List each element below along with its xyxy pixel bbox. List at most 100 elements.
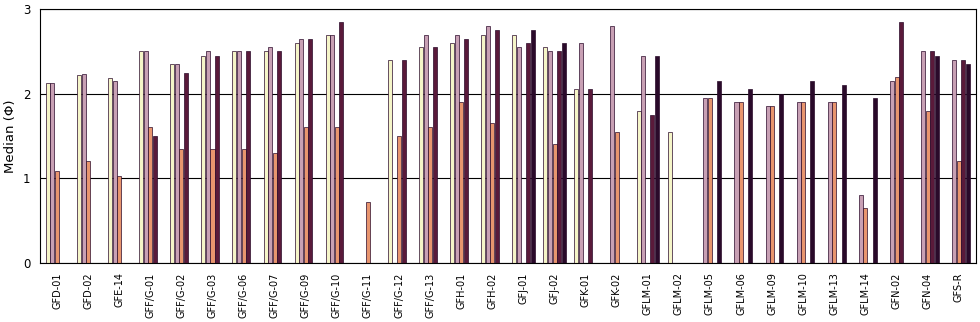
Bar	[325, 34, 329, 263]
Bar	[935, 56, 939, 263]
Bar	[708, 98, 712, 263]
Bar	[956, 161, 960, 263]
Bar	[232, 52, 236, 263]
Bar	[46, 83, 50, 263]
Bar	[423, 34, 427, 263]
Bar	[277, 52, 281, 263]
Bar	[335, 128, 339, 263]
Bar	[637, 110, 641, 263]
Bar	[614, 132, 618, 263]
Bar	[206, 52, 210, 263]
Bar	[81, 74, 85, 263]
Bar	[108, 79, 112, 263]
Bar	[667, 132, 671, 263]
Bar	[460, 102, 464, 263]
Bar	[139, 52, 143, 263]
Bar	[770, 106, 774, 263]
Bar	[717, 81, 721, 263]
Bar	[926, 110, 930, 263]
Bar	[179, 149, 183, 263]
Bar	[174, 64, 179, 263]
Bar	[863, 208, 867, 263]
Bar	[921, 52, 925, 263]
Bar	[553, 144, 557, 263]
Bar	[113, 81, 117, 263]
Bar	[611, 26, 614, 263]
Bar	[749, 90, 753, 263]
Bar	[419, 47, 423, 263]
Bar	[966, 64, 970, 263]
Bar	[828, 102, 832, 263]
Bar	[526, 43, 530, 263]
Bar	[272, 153, 276, 263]
Bar	[171, 64, 174, 263]
Bar	[530, 30, 535, 263]
Bar	[842, 85, 846, 263]
Bar	[543, 47, 548, 263]
Bar	[299, 39, 303, 263]
Bar	[930, 52, 934, 263]
Bar	[215, 56, 220, 263]
Bar	[144, 52, 148, 263]
Bar	[77, 75, 81, 263]
Bar	[295, 43, 299, 263]
Bar	[495, 30, 499, 263]
Bar	[574, 90, 578, 263]
Bar	[237, 52, 241, 263]
Bar	[464, 39, 467, 263]
Bar	[765, 106, 769, 263]
Bar	[184, 72, 188, 263]
Bar	[481, 34, 485, 263]
Bar	[50, 83, 55, 263]
Bar	[55, 171, 59, 263]
Bar	[118, 176, 122, 263]
Bar	[486, 26, 490, 263]
Bar	[153, 136, 157, 263]
Bar	[201, 56, 206, 263]
Bar	[402, 60, 406, 263]
Bar	[455, 34, 459, 263]
Bar	[450, 43, 454, 263]
Bar	[588, 90, 592, 263]
Bar	[704, 98, 708, 263]
Bar	[734, 102, 739, 263]
Bar	[366, 202, 370, 263]
Bar	[872, 98, 877, 263]
Bar	[397, 136, 401, 263]
Bar	[339, 22, 343, 263]
Bar	[246, 52, 250, 263]
Bar	[516, 47, 521, 263]
Bar	[641, 56, 645, 263]
Bar	[86, 161, 90, 263]
Bar	[739, 102, 743, 263]
Bar	[304, 128, 308, 263]
Bar	[388, 60, 392, 263]
Bar	[858, 195, 862, 263]
Bar	[890, 81, 894, 263]
Bar	[548, 52, 552, 263]
Bar	[148, 128, 152, 263]
Bar	[953, 60, 956, 263]
Bar	[579, 43, 583, 263]
Bar	[557, 52, 562, 263]
Bar	[428, 128, 432, 263]
Y-axis label: Median (Φ): Median (Φ)	[4, 99, 18, 173]
Bar	[269, 47, 272, 263]
Bar	[961, 60, 965, 263]
Bar	[832, 102, 836, 263]
Bar	[651, 115, 655, 263]
Bar	[810, 81, 814, 263]
Bar	[330, 34, 334, 263]
Bar	[433, 47, 437, 263]
Bar	[242, 149, 246, 263]
Bar	[513, 34, 516, 263]
Bar	[264, 52, 268, 263]
Bar	[309, 39, 313, 263]
Bar	[802, 102, 806, 263]
Bar	[211, 149, 215, 263]
Bar	[490, 123, 494, 263]
Bar	[655, 56, 659, 263]
Bar	[895, 77, 899, 263]
Bar	[562, 43, 565, 263]
Bar	[899, 22, 904, 263]
